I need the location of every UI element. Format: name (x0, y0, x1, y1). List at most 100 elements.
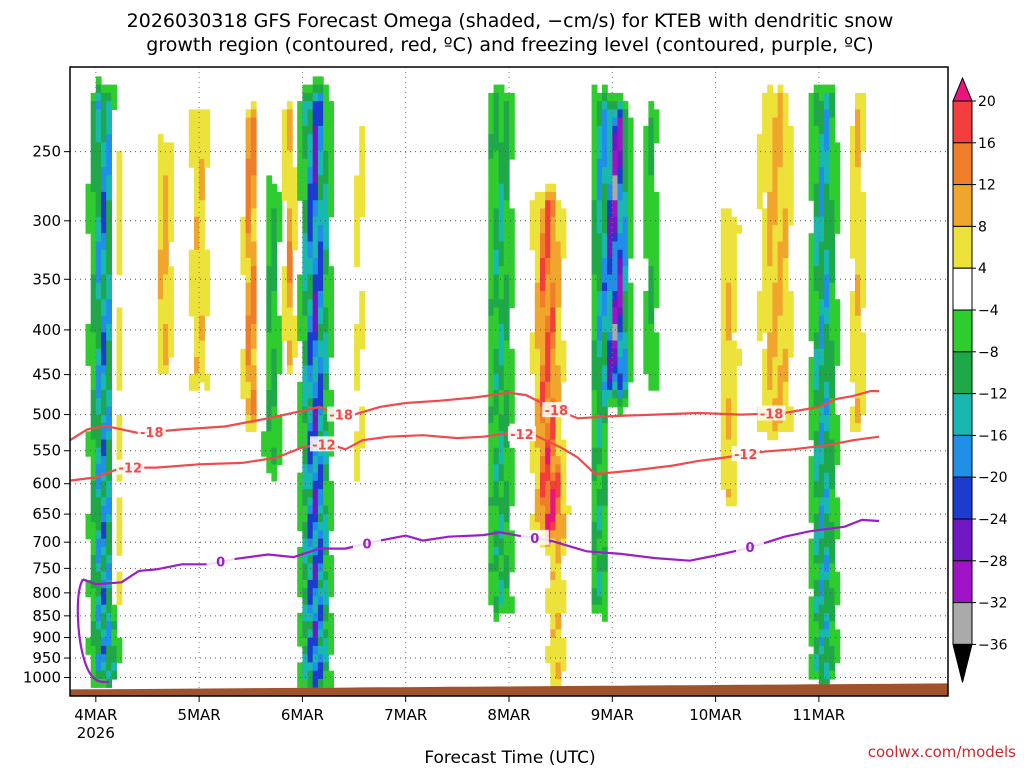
omega-cell (834, 224, 841, 234)
omega-cell (323, 109, 329, 119)
omega-cell (163, 332, 169, 342)
omega-cell (813, 134, 820, 143)
omega-cell (199, 291, 205, 300)
omega-cell (271, 216, 278, 226)
omega-cell (617, 373, 624, 383)
omega-cell (271, 324, 278, 333)
omega-cell (627, 233, 634, 243)
omega-cell (818, 282, 825, 292)
omega-cell (90, 629, 97, 639)
colorbar-label: 8 (978, 219, 987, 235)
omega-cell (307, 423, 314, 432)
omega-cell (488, 307, 495, 317)
omega-cell (85, 447, 92, 457)
omega-cell (163, 142, 169, 152)
omega-cell (116, 538, 123, 548)
omega-cell (312, 679, 319, 688)
omega-cell (762, 299, 768, 309)
omega-cell (106, 348, 112, 358)
omega-cell (286, 365, 293, 375)
omega-cell (720, 414, 727, 424)
omega-cell (95, 538, 102, 548)
credit-link[interactable]: coolwx.com/models (868, 743, 1016, 761)
omega-cell (767, 381, 773, 391)
omega-cell (323, 621, 329, 631)
omega-cell (250, 109, 257, 119)
omega-cell (824, 439, 830, 449)
omega-cell (488, 439, 495, 449)
omega-cell (488, 233, 495, 243)
omega-cell (550, 604, 557, 614)
omega-cell (292, 208, 298, 218)
omega-cell (534, 373, 541, 383)
omega-cell (607, 365, 613, 375)
omega-cell (302, 447, 309, 457)
omega-cell (493, 505, 500, 515)
omega-cell (720, 291, 727, 300)
omega-cell (106, 439, 112, 449)
omega-cell (297, 158, 303, 168)
omega-cell (560, 373, 567, 383)
colorbar-bin (952, 225, 973, 269)
omega-cell (855, 307, 861, 317)
omega-cell (653, 216, 660, 226)
omega-cell (266, 224, 273, 234)
omega-cell (540, 258, 546, 267)
omega-cell (787, 125, 794, 135)
omega-cell (653, 373, 660, 383)
omega-cell (297, 555, 303, 564)
omega-cell (503, 538, 510, 548)
omega-cell (286, 200, 293, 210)
omega-cell (808, 670, 815, 680)
omega-cell (591, 505, 598, 515)
omega-cell (498, 109, 505, 119)
omega-cell (503, 282, 510, 292)
omega-cell (849, 200, 856, 210)
omega-cell (772, 109, 779, 119)
omega-cell (116, 439, 123, 449)
omega-cell (818, 637, 825, 647)
omega-cell (271, 406, 278, 416)
omega-cell (286, 307, 293, 317)
omega-cell (250, 340, 257, 350)
omega-cell (813, 472, 820, 482)
omega-cell (772, 241, 779, 251)
omega-cell (509, 381, 515, 391)
omega-cell (767, 357, 773, 366)
omega-cell (762, 249, 768, 259)
omega-cell (818, 175, 825, 185)
omega-cell (101, 357, 107, 366)
omega-cell (312, 464, 319, 474)
omega-cell (824, 621, 830, 631)
omega-cell (849, 224, 856, 234)
omega-cell (317, 456, 324, 465)
omega-cell (612, 291, 619, 300)
omega-cell (813, 489, 820, 498)
omega-cell (204, 150, 211, 160)
omega-cell (829, 431, 835, 441)
omega-cell (596, 390, 603, 399)
omega-cell (534, 472, 541, 482)
omega-cell (534, 241, 541, 251)
omega-cell (503, 406, 510, 416)
contour-minus18-label-bg (542, 402, 571, 418)
omega-cell (860, 101, 866, 110)
omega-cell (617, 200, 624, 210)
omega-cell (194, 233, 200, 243)
omega-cell (813, 530, 820, 540)
omega-cell (302, 84, 309, 94)
omega-cell (767, 299, 773, 309)
omega-cell (163, 208, 169, 218)
omega-cell (824, 538, 830, 548)
omega-cell (855, 125, 861, 135)
omega-cell (493, 84, 500, 94)
omega-cell (555, 612, 562, 622)
omega-cell (493, 150, 500, 160)
omega-cell (720, 299, 727, 309)
omega-cell (493, 612, 500, 622)
omega-cell (829, 348, 835, 358)
omega-cell (607, 348, 613, 358)
omega-cell (602, 249, 608, 259)
omega-cell (276, 357, 283, 366)
omega-cell (312, 373, 319, 383)
